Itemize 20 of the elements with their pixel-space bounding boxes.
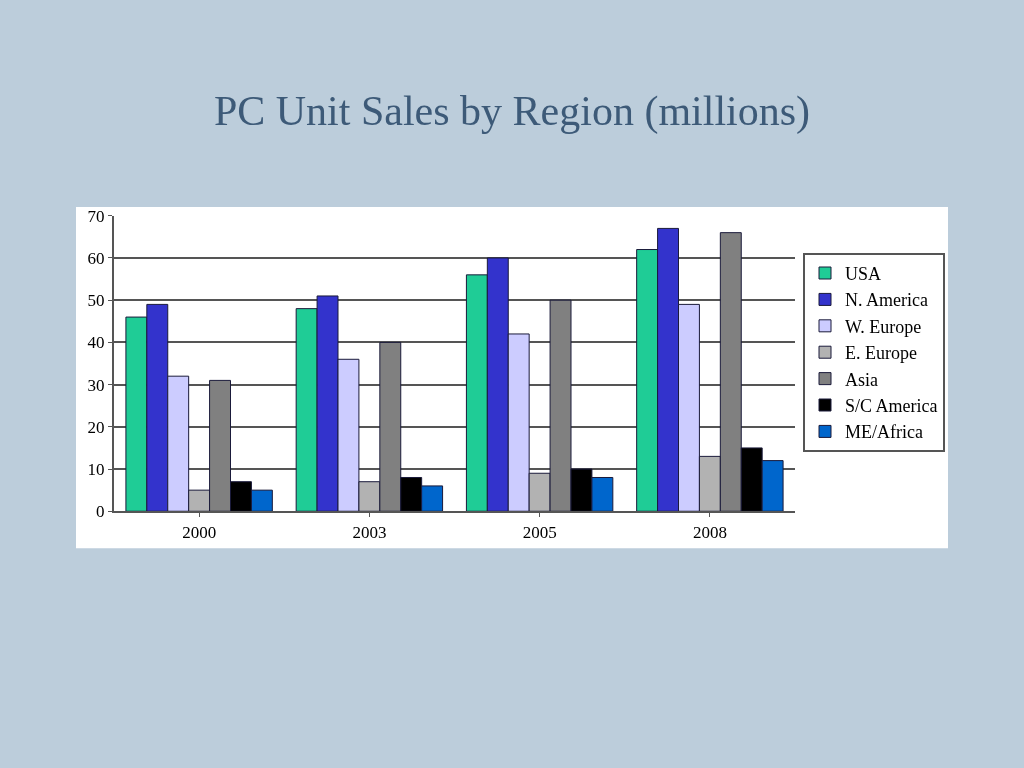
legend-label: W. Europe — [845, 316, 922, 337]
y-tick-label: 50 — [87, 291, 105, 311]
x-tick-label: 2008 — [692, 522, 727, 542]
y-tick-label: 10 — [87, 460, 105, 479]
y-tick-label: 70 — [87, 206, 105, 226]
y-tick-label: 30 — [87, 375, 105, 395]
x-tick-label: 2005 — [522, 522, 557, 542]
legend-label: N. America — [845, 290, 928, 311]
y-tick-label: 60 — [87, 248, 105, 268]
legend-label: S/C America — [845, 396, 938, 417]
legend-label: E. Europe — [845, 343, 917, 364]
x-tick-label: 2000 — [182, 522, 217, 542]
chart-title: PC Unit Sales by Region (millions) — [213, 87, 811, 135]
legend-label: USA — [845, 264, 882, 285]
y-tick-label: 0 — [96, 502, 105, 522]
y-tick-label: 40 — [87, 333, 105, 353]
y-tick-label: 20 — [87, 417, 105, 437]
x-tick-label: 2003 — [352, 522, 387, 542]
legend-label: Asia — [845, 369, 878, 390]
legend-label: ME/Africa — [845, 422, 923, 443]
